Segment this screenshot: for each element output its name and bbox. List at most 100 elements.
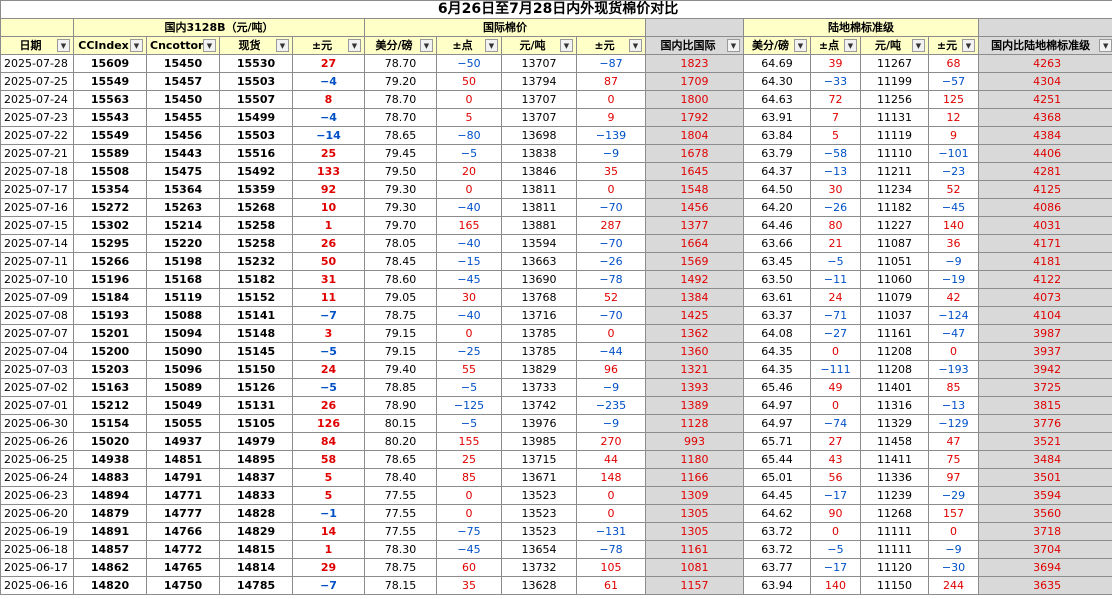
cell-domestic-vs-indian[interactable]: 3484 <box>977 450 1112 469</box>
cell-date[interactable]: 2025-07-18 <box>0 162 74 181</box>
cell-intl-yuan[interactable]: 13715 <box>501 450 577 469</box>
cell-spot-change[interactable]: −14 <box>292 126 365 145</box>
cell-intl-yuan[interactable]: 13523 <box>501 486 577 505</box>
cell-indian-change[interactable]: −30 <box>928 558 979 577</box>
cell-indian-yuan[interactable]: 11199 <box>860 72 929 91</box>
cell-indian-cents[interactable]: 64.97 <box>743 396 811 415</box>
cell-spot-change[interactable]: 126 <box>292 414 365 433</box>
cell-indian-cents[interactable]: 63.50 <box>743 270 811 289</box>
cell-intl-change[interactable]: 0 <box>576 324 646 343</box>
cell-intl-points[interactable]: 55 <box>436 360 502 379</box>
cell-domestic-vs-indian[interactable]: 4251 <box>977 90 1112 109</box>
cell-indian-yuan[interactable]: 11087 <box>860 234 929 253</box>
cell-indian-points[interactable]: −111 <box>810 360 861 379</box>
cell-cncotton[interactable]: 14937 <box>146 432 220 451</box>
cell-intl-yuan[interactable]: 13716 <box>501 306 577 325</box>
cell-indian-points[interactable]: 30 <box>810 180 861 199</box>
cell-intl-yuan[interactable]: 13654 <box>501 540 577 559</box>
cell-ccindex[interactable]: 14891 <box>73 522 147 541</box>
cell-cncotton[interactable]: 15096 <box>146 360 220 379</box>
cell-indian-points[interactable]: 27 <box>810 432 861 451</box>
cell-cncotton[interactable]: 15055 <box>146 414 220 433</box>
cell-spot-change[interactable]: 133 <box>292 162 365 181</box>
cell-intl-cents[interactable]: 78.45 <box>364 252 437 271</box>
cell-indian-points[interactable]: −13 <box>810 162 861 181</box>
cell-spot-change[interactable]: 5 <box>292 486 365 505</box>
cell-intl-change[interactable]: −9 <box>576 414 646 433</box>
cell-spot[interactable]: 15359 <box>219 180 293 199</box>
cell-spot[interactable]: 14785 <box>219 576 293 595</box>
cell-spot-change[interactable]: 8 <box>292 90 365 109</box>
cell-intl-points[interactable]: 60 <box>436 558 502 577</box>
cell-intl-change[interactable]: −78 <box>576 270 646 289</box>
cell-domestic-vs-indian[interactable]: 4304 <box>977 72 1112 91</box>
cell-indian-change[interactable]: 36 <box>928 234 979 253</box>
cell-intl-yuan[interactable]: 13768 <box>501 288 577 307</box>
cell-intl-change[interactable]: 61 <box>576 576 646 595</box>
cell-intl-points[interactable]: −75 <box>436 522 502 541</box>
cell-spot-change[interactable]: 14 <box>292 522 365 541</box>
cell-indian-change[interactable]: 68 <box>928 54 979 73</box>
cell-indian-points[interactable]: 39 <box>810 54 861 73</box>
cell-intl-cents[interactable]: 79.30 <box>364 198 437 217</box>
cell-domestic-vs-indian[interactable]: 3725 <box>977 378 1112 397</box>
cell-intl-cents[interactable]: 79.40 <box>364 360 437 379</box>
cell-domestic-vs-indian[interactable]: 3937 <box>977 342 1112 361</box>
cell-intl-change[interactable]: −131 <box>576 522 646 541</box>
cell-spot-change[interactable]: −7 <box>292 576 365 595</box>
cell-domestic-vs-intl[interactable]: 1804 <box>645 126 744 145</box>
cell-indian-points[interactable]: 0 <box>810 522 861 541</box>
cell-cncotton[interactable]: 15364 <box>146 180 220 199</box>
cell-indian-yuan[interactable]: 11411 <box>860 450 929 469</box>
cell-ccindex[interactable]: 15154 <box>73 414 147 433</box>
cell-indian-points[interactable]: 90 <box>810 504 861 523</box>
cell-ccindex[interactable]: 15563 <box>73 90 147 109</box>
cell-spot[interactable]: 15499 <box>219 108 293 127</box>
cell-spot[interactable]: 14814 <box>219 558 293 577</box>
cell-spot[interactable]: 15268 <box>219 198 293 217</box>
cell-indian-change[interactable]: −45 <box>928 198 979 217</box>
cell-intl-points[interactable]: −40 <box>436 306 502 325</box>
cell-indian-cents[interactable]: 65.71 <box>743 432 811 451</box>
cell-domestic-vs-intl[interactable]: 1664 <box>645 234 744 253</box>
cell-indian-yuan[interactable]: 11234 <box>860 180 929 199</box>
filter-dropdown-icon[interactable]: ▼ <box>1099 39 1112 52</box>
cell-domestic-vs-intl[interactable]: 1800 <box>645 90 744 109</box>
cell-indian-yuan[interactable]: 11150 <box>860 576 929 595</box>
cell-domestic-vs-indian[interactable]: 4368 <box>977 108 1112 127</box>
cell-intl-yuan[interactable]: 13707 <box>501 54 577 73</box>
cell-intl-points[interactable]: −80 <box>436 126 502 145</box>
cell-indian-cents[interactable]: 63.61 <box>743 288 811 307</box>
cell-spot[interactable]: 14895 <box>219 450 293 469</box>
cell-intl-yuan[interactable]: 13811 <box>501 198 577 217</box>
cell-spot[interactable]: 15126 <box>219 378 293 397</box>
cell-intl-cents[interactable]: 79.50 <box>364 162 437 181</box>
cell-spot[interactable]: 14829 <box>219 522 293 541</box>
cell-cncotton[interactable]: 14771 <box>146 486 220 505</box>
cell-date[interactable]: 2025-06-26 <box>0 432 74 451</box>
cell-spot[interactable]: 15182 <box>219 270 293 289</box>
cell-spot[interactable]: 15232 <box>219 252 293 271</box>
cell-indian-cents[interactable]: 63.37 <box>743 306 811 325</box>
cell-intl-change[interactable]: −235 <box>576 396 646 415</box>
cell-domestic-vs-intl[interactable]: 1389 <box>645 396 744 415</box>
cell-intl-change[interactable]: 9 <box>576 108 646 127</box>
cell-ccindex[interactable]: 15266 <box>73 252 147 271</box>
cell-spot[interactable]: 15105 <box>219 414 293 433</box>
cell-indian-points[interactable]: −33 <box>810 72 861 91</box>
cell-intl-cents[interactable]: 78.70 <box>364 108 437 127</box>
cell-domestic-vs-indian[interactable]: 4125 <box>977 180 1112 199</box>
cell-indian-yuan[interactable]: 11119 <box>860 126 929 145</box>
cell-intl-cents[interactable]: 78.90 <box>364 396 437 415</box>
cell-domestic-vs-indian[interactable]: 4406 <box>977 144 1112 163</box>
cell-indian-points[interactable]: 72 <box>810 90 861 109</box>
cell-spot-change[interactable]: −7 <box>292 306 365 325</box>
cell-intl-points[interactable]: −15 <box>436 252 502 271</box>
cell-domestic-vs-indian[interactable]: 3718 <box>977 522 1112 541</box>
cell-intl-yuan[interactable]: 13707 <box>501 90 577 109</box>
cell-intl-points[interactable]: 155 <box>436 432 502 451</box>
filter-dropdown-icon[interactable]: ▼ <box>844 39 857 52</box>
cell-intl-points[interactable]: −5 <box>436 378 502 397</box>
cell-indian-change[interactable]: 42 <box>928 288 979 307</box>
cell-intl-points[interactable]: 0 <box>436 324 502 343</box>
